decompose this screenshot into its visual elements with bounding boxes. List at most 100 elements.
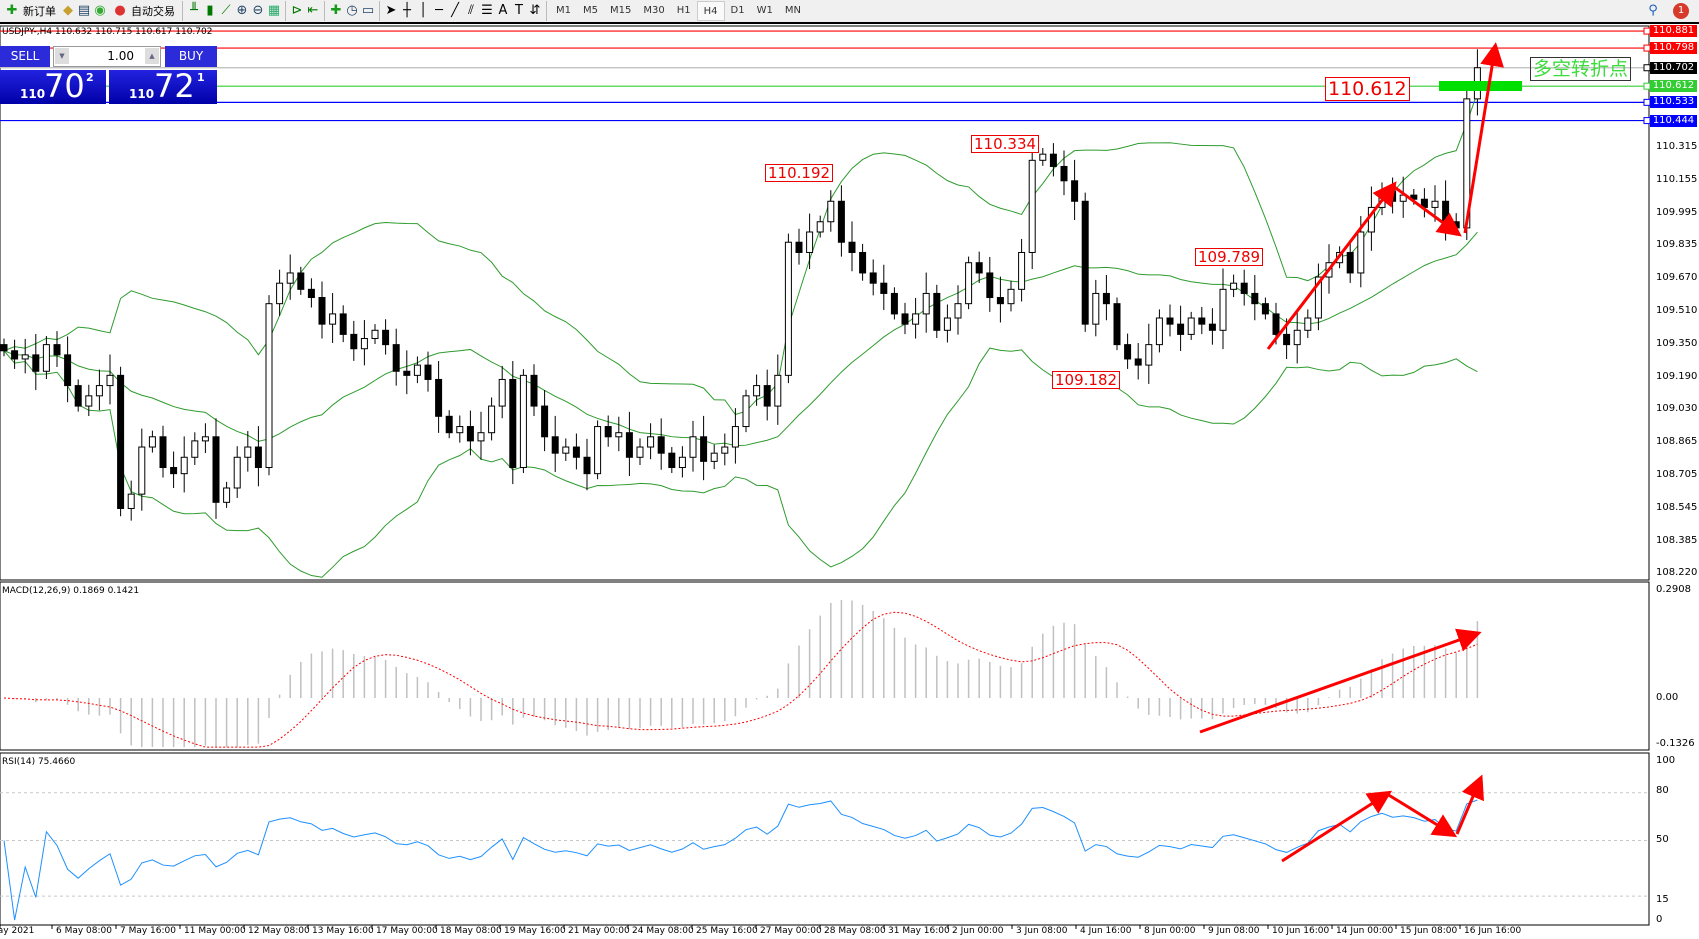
candle-body: [1240, 282, 1248, 294]
price-axis-label: 110.315: [1656, 141, 1698, 152]
candle-body: [1145, 344, 1153, 366]
templates-icon[interactable]: ▭: [361, 3, 375, 18]
market-watch-icon[interactable]: ◆: [63, 3, 73, 18]
candle-body: [21, 354, 29, 360]
turning-point-label[interactable]: 多空转折点: [1530, 57, 1632, 81]
equidistant-channel-icon[interactable]: ⫽: [468, 3, 474, 18]
buy-button[interactable]: BUY: [165, 46, 217, 67]
price-axis-label: 108.385: [1656, 534, 1698, 546]
indicators-icon[interactable]: ✚: [330, 3, 342, 18]
lot-decrease-button[interactable]: ▼: [55, 48, 69, 64]
candle-body: [996, 297, 1004, 305]
candle-body: [1452, 221, 1460, 229]
sell-button[interactable]: SELL: [0, 46, 50, 67]
time-axis-label: 11 May 00:00: [184, 926, 246, 936]
timeframe-m30[interactable]: M30: [643, 5, 665, 16]
ask-price[interactable]: 110 72 1: [109, 67, 217, 105]
candle-body: [869, 272, 877, 284]
annotation-label-large[interactable]: 110.612: [1325, 77, 1410, 101]
candle-body: [678, 456, 686, 469]
candle-body: [445, 415, 453, 434]
candle-body: [562, 446, 570, 454]
time-axis-label: 25 May 16:00: [696, 926, 758, 936]
fibonacci-icon[interactable]: ☰: [481, 3, 493, 18]
separator: [324, 1, 325, 21]
candle-body: [1060, 165, 1068, 182]
price-axis-label: 109.670: [1656, 272, 1698, 284]
cursor-icon[interactable]: ➤: [385, 3, 397, 18]
tile-windows-icon[interactable]: ▦: [267, 3, 281, 18]
navigator-icon[interactable]: ▤: [77, 3, 91, 18]
candle-body: [318, 297, 326, 325]
candle-body: [689, 436, 697, 458]
lot-size-input[interactable]: 1.00: [53, 46, 161, 67]
candle-body: [1357, 231, 1365, 274]
candle-body: [604, 426, 612, 438]
timeframe-h4[interactable]: H4: [696, 1, 725, 21]
timeframe-h1[interactable]: H1: [676, 5, 691, 16]
timeframe-mn[interactable]: MN: [784, 5, 801, 16]
notifications-badge[interactable]: 1: [1673, 3, 1689, 19]
rsi-axis-label: 80: [1656, 785, 1669, 796]
new-order-button[interactable]: ✚ 新订单: [0, 0, 60, 22]
annotation-label[interactable]: 109.789: [1195, 248, 1264, 266]
candle-body: [1389, 190, 1397, 202]
time-axis-label: 31 May 16:00: [888, 926, 950, 936]
time-axis-label: 13 May 16:00: [312, 926, 374, 936]
annotation-label[interactable]: 109.182: [1052, 371, 1121, 389]
separator: [182, 1, 183, 21]
signals-icon[interactable]: ◉: [94, 3, 106, 18]
chart-shift-icon[interactable]: ⊳: [291, 3, 303, 18]
time-axis-label: 19 May 16:00: [504, 926, 566, 936]
candle-body: [254, 446, 262, 469]
annotation-label[interactable]: 110.334: [971, 135, 1040, 153]
annotation-label[interactable]: 110.192: [765, 164, 834, 182]
lot-increase-button[interactable]: ▲: [145, 48, 159, 64]
time-axis-label: 14 Jun 00:00: [1336, 926, 1394, 936]
candle-body: [1442, 200, 1450, 223]
price-axis-label: 109.350: [1656, 337, 1698, 349]
candle-body: [1049, 153, 1057, 167]
timeframe-m15[interactable]: M15: [610, 5, 632, 16]
candle-body: [1102, 292, 1110, 305]
candle-body: [11, 350, 19, 360]
zoom-out-icon[interactable]: ⊖: [252, 3, 264, 18]
rsi-trend-arrow: [1281, 790, 1393, 863]
vertical-line-icon[interactable]: │: [419, 3, 427, 18]
candle-body: [880, 282, 888, 294]
candle-body: [742, 395, 750, 428]
auto-trading-button[interactable]: ● 自动交易: [108, 0, 179, 22]
trendline-icon[interactable]: ╱: [451, 3, 459, 18]
autoscroll-icon[interactable]: ⇤: [307, 3, 319, 18]
bid-price[interactable]: 110 70 2: [0, 67, 106, 105]
timeframe-m1[interactable]: M1: [556, 5, 571, 16]
macd-panel-frame: [0, 581, 1650, 751]
one-click-trading-panel: SELL 1.00 ▼ ▲ BUY 110 70 2 110 72 1: [0, 46, 217, 105]
timeframe-m5[interactable]: M5: [583, 5, 598, 16]
candlestick-icon[interactable]: ▮: [206, 3, 214, 18]
rsi-trend-arrow: [1386, 792, 1458, 838]
horizontal-line-icon[interactable]: ─: [435, 3, 443, 18]
text-icon[interactable]: A: [498, 3, 508, 18]
candle-body: [32, 354, 40, 372]
rsi-axis-label: 0: [1656, 914, 1663, 925]
candle-body: [890, 292, 898, 315]
candle-body: [1113, 303, 1121, 346]
candle-body: [1081, 200, 1089, 325]
candle-body: [127, 493, 135, 509]
timeframe-d1[interactable]: D1: [730, 5, 745, 16]
zoom-in-icon[interactable]: ⊕: [236, 3, 248, 18]
crosshair-icon[interactable]: ┼: [403, 3, 411, 18]
candle-body: [1431, 200, 1439, 208]
arrows-icon[interactable]: ⇵: [529, 3, 541, 18]
timeframe-w1[interactable]: W1: [756, 5, 773, 16]
bar-chart-icon[interactable]: ╨: [190, 3, 198, 18]
candle-body: [350, 333, 358, 350]
line-chart-icon[interactable]: ⟋: [221, 3, 231, 18]
text-label-icon[interactable]: T: [515, 3, 523, 18]
search-icon[interactable]: ⚲: [1648, 3, 1658, 18]
candle-body: [859, 251, 867, 274]
candle-body: [456, 426, 464, 434]
periods-icon[interactable]: ◷: [346, 3, 358, 18]
